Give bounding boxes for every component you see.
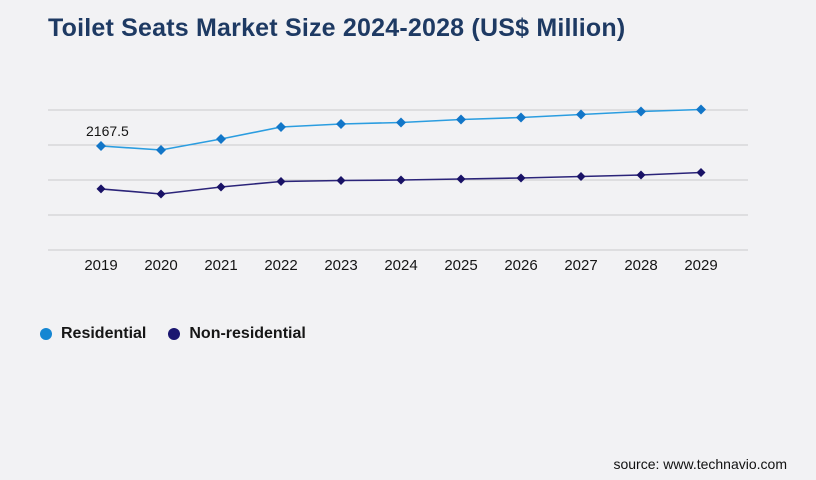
legend-item-residential[interactable]: Residential [40,325,146,343]
x-axis-tick-label: 2020 [144,257,177,274]
x-axis-tick-label: 2019 [84,257,117,274]
data-point-marker[interactable] [516,173,526,183]
residential-legend-dot-icon [40,328,52,340]
x-axis-tick-label: 2022 [264,257,297,274]
data-point-marker[interactable] [576,109,586,120]
data-point-marker[interactable] [156,145,166,155]
chart-legend: Residential Non-residential [40,325,306,343]
data-point-marker[interactable] [636,106,646,117]
legend-item-non-residential[interactable]: Non-residential [168,325,306,343]
data-point-marker[interactable] [696,168,706,177]
x-axis-tick-label: 2021 [204,257,237,274]
data-point-marker[interactable] [456,114,466,125]
data-point-marker[interactable] [276,122,286,132]
x-axis-tick-label: 2025 [444,257,477,274]
x-axis-tick-label: 2027 [564,257,597,274]
point-value-label: 2167.5 [86,123,129,139]
chart-title: Toilet Seats Market Size 2024-2028 (US$ … [48,14,626,42]
legend-item-label: Residential [61,325,147,342]
x-axis-tick-label: 2026 [504,257,537,274]
x-axis-tick-label: 2024 [384,257,417,274]
data-point-marker[interactable] [396,175,406,185]
data-point-marker[interactable] [276,177,286,186]
data-point-marker[interactable] [636,170,646,180]
x-axis-tick-label: 2023 [324,257,357,274]
data-point-marker[interactable] [96,141,106,151]
legend-item-label: Non-residential [189,325,306,342]
data-point-marker[interactable] [216,182,226,192]
data-point-marker[interactable] [576,172,586,181]
data-point-marker[interactable] [696,104,706,115]
x-axis-tick-label: 2028 [624,257,657,274]
data-point-marker[interactable] [456,174,466,184]
data-point-marker[interactable] [96,184,106,194]
non-residential-legend-dot-icon [168,328,181,340]
data-point-marker[interactable] [336,176,346,185]
data-point-marker[interactable] [216,134,226,144]
data-point-marker[interactable] [396,117,406,128]
x-axis-tick-label: 2029 [684,257,717,274]
residential-series-line [100,108,702,151]
data-point-marker[interactable] [516,112,526,123]
data-point-marker[interactable] [336,119,346,129]
data-point-marker[interactable] [156,189,166,199]
source-attribution: source: www.technavio.com [613,456,787,472]
